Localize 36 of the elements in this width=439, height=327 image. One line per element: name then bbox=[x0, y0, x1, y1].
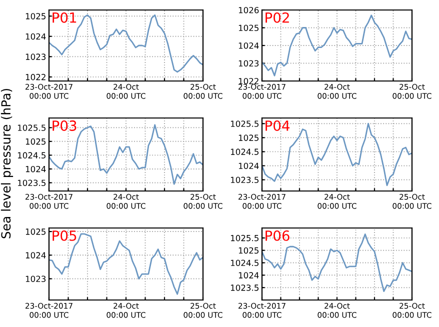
y-tick-label: 1025.5 bbox=[230, 120, 258, 127]
y-tick-label: 1024 bbox=[238, 162, 259, 170]
y-tick-label: 1022 bbox=[26, 74, 46, 80]
y-tick-label: 1024 bbox=[238, 272, 259, 278]
chart-title: P05 bbox=[52, 230, 76, 241]
y-tick-label: 1024.5 bbox=[230, 148, 258, 155]
y-tick-label: 1024 bbox=[26, 33, 46, 40]
y-tick-label: 1023.5 bbox=[230, 176, 258, 184]
chart-title: P06 bbox=[266, 230, 290, 241]
y-tick-label: 1026 bbox=[238, 6, 259, 14]
y-tick-label: 1025 bbox=[238, 247, 258, 254]
y-tick-label: 1024 bbox=[26, 252, 46, 258]
chart-title: P04 bbox=[266, 120, 290, 131]
y-tick-label: 1022 bbox=[238, 78, 258, 84]
y-tick-label: 1023.5 bbox=[230, 284, 258, 291]
y-axis-title: Sea level pressure (hPa) bbox=[0, 88, 14, 238]
chart-title: P01 bbox=[52, 12, 76, 23]
line-series bbox=[262, 122, 412, 186]
y-tick-label: 1024.5 bbox=[230, 260, 258, 266]
line-series bbox=[49, 14, 203, 73]
y-tick-label: 1025 bbox=[26, 138, 46, 145]
chart-title: P03 bbox=[52, 120, 76, 131]
y-tick-label: 1025 bbox=[26, 228, 46, 235]
y-tick-label: 1025.5 bbox=[18, 124, 46, 131]
y-tick-label: 1024.5 bbox=[18, 152, 46, 158]
y-tick-label: 1023 bbox=[26, 54, 46, 60]
y-tick-label: 1024 bbox=[238, 42, 259, 49]
y-tick-label: 1023.5 bbox=[18, 180, 46, 186]
y-tick-label: 1023 bbox=[238, 60, 259, 67]
y-tick-label: 1023 bbox=[26, 276, 46, 282]
y-tick-label: 1024 bbox=[26, 166, 46, 172]
y-tick-label: 1025 bbox=[238, 24, 258, 32]
y-tick-label: 1025 bbox=[238, 134, 258, 141]
y-tick-label: 1025 bbox=[26, 13, 46, 20]
y-tick-label: 1025.5 bbox=[230, 234, 258, 242]
chart-title: P02 bbox=[266, 12, 289, 23]
